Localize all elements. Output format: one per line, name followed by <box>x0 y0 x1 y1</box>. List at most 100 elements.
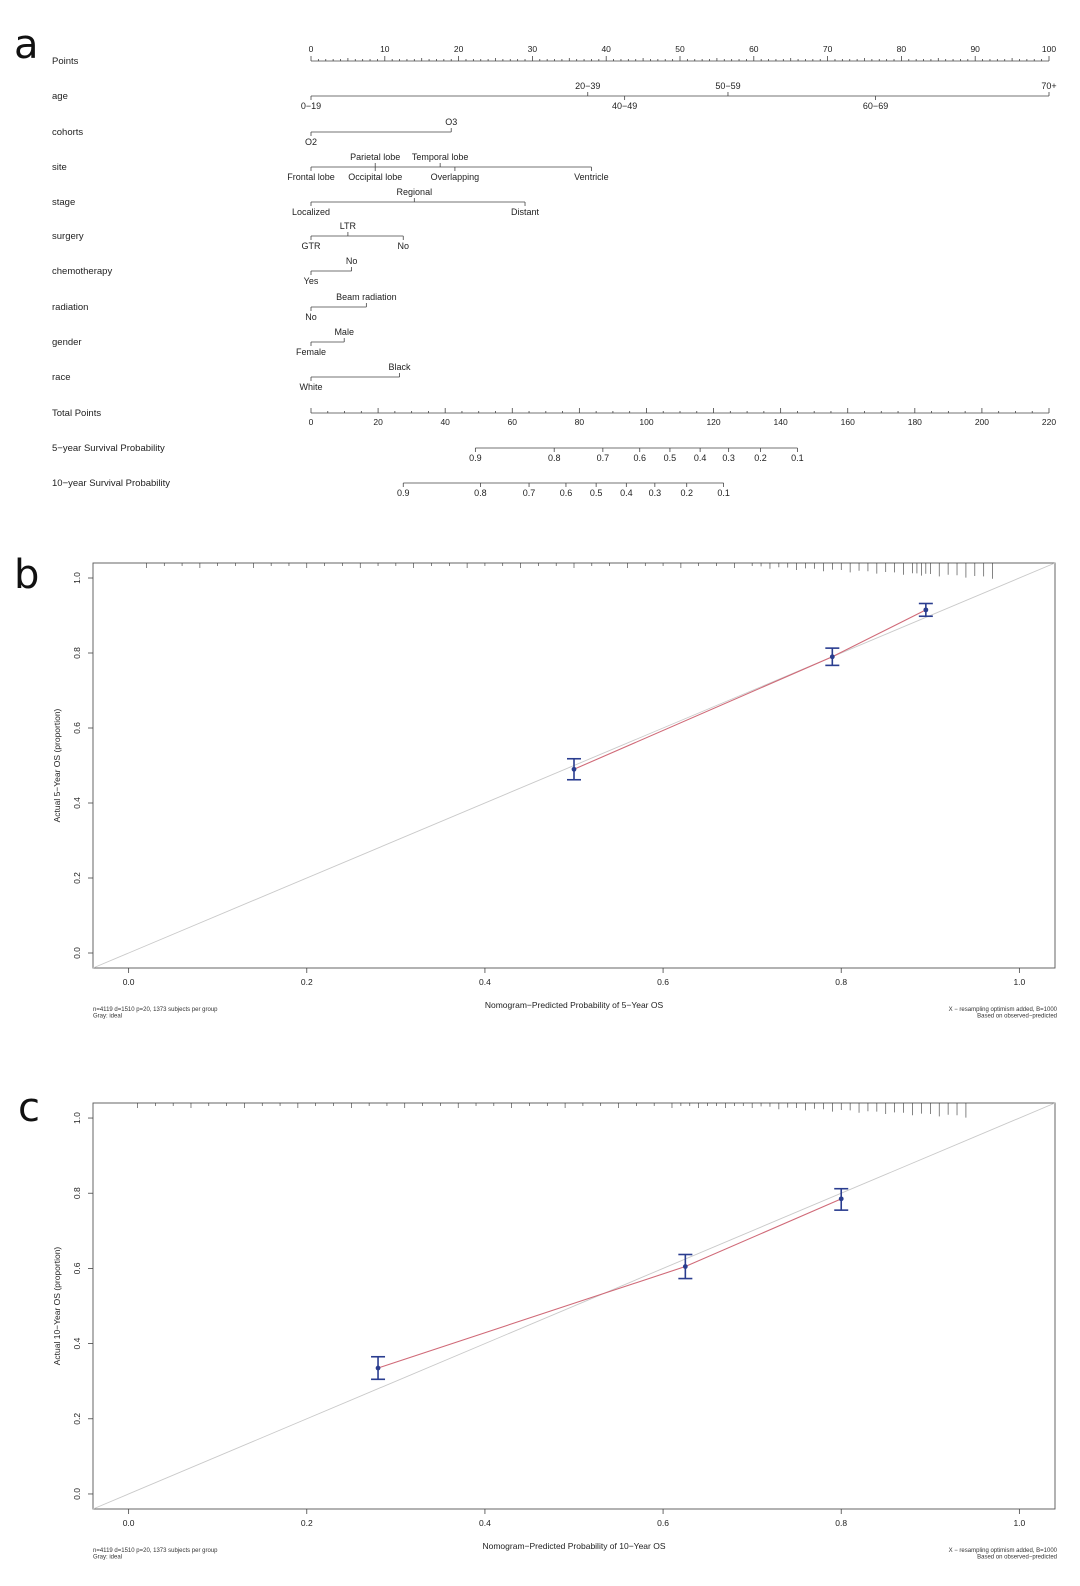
surv5-tick-label: 0.2 <box>754 453 767 463</box>
y-tick-label: 0.2 <box>72 872 82 884</box>
points-tick-label: 50 <box>675 44 685 54</box>
calibration-plot-10-year: 0.0 0.2 0.4 0.6 0.8 1.0 0.0 0.2 0.4 0.6 0.8 1.0 Nomo… <box>52 1102 1058 1561</box>
footnote-right: X − resampling optimism added, B=1000 <box>949 1548 1058 1554</box>
points-tick-label: 20 <box>454 44 464 54</box>
points-tick-label: 70 <box>823 44 833 54</box>
stage-level-label: Regional <box>397 187 433 197</box>
site-level-label: Frontal lobe <box>287 172 335 182</box>
row-label-gender: gender <box>52 337 82 348</box>
site-level-label: Temporal lobe <box>412 152 469 162</box>
x-tick-label: 0.6 <box>657 1518 669 1528</box>
y-tick-label: 0.8 <box>72 1187 82 1199</box>
surv5-tick-label: 0.7 <box>597 453 610 463</box>
total-points-tick-label: 20 <box>373 417 383 427</box>
surv5-tick-label: 0.3 <box>722 453 735 463</box>
y-tick-label: 1.0 <box>72 572 82 584</box>
site-level-label: Ventricle <box>574 172 609 182</box>
observed-point <box>829 654 835 660</box>
points-tick-label: 40 <box>601 44 611 54</box>
observed-line <box>573 609 927 770</box>
y-tick-label: 0.0 <box>72 1488 82 1500</box>
observed-point <box>375 1365 381 1371</box>
age-level-label: 60−69 <box>863 101 888 111</box>
points-tick-label: 60 <box>749 44 759 54</box>
x-tick-label: 0.2 <box>301 977 313 987</box>
surv10-tick-label: 0.9 <box>397 488 410 498</box>
row-label-cohorts: cohorts <box>52 127 83 138</box>
x-tick-label: 0.4 <box>479 1518 491 1528</box>
surv5-tick-label: 0.5 <box>664 453 677 463</box>
row-label-race: race <box>52 372 70 383</box>
x-tick-label: 0.0 <box>123 977 135 987</box>
row-label-stage: stage <box>52 197 75 208</box>
observed-point <box>682 1264 688 1269</box>
chemotherapy-level-label: No <box>346 256 358 266</box>
surv10-tick-label: 0.7 <box>523 488 536 498</box>
row-label-surv10: 10−year Survival Probability <box>52 478 170 489</box>
total-points-tick-label: 180 <box>908 417 922 427</box>
row-label-radiation: radiation <box>52 302 88 313</box>
calibration-plot-5-year: 0.0 0.2 0.4 0.6 0.8 1.0 0.0 0.2 0.4 0.6 0.8 1.0 Nomo… <box>52 562 1058 1020</box>
plot-frame <box>92 1102 1056 1510</box>
total-points-tick-label: 80 <box>575 417 585 427</box>
x-tick-label: 0.6 <box>657 977 669 987</box>
panel-label-b: b <box>14 552 39 598</box>
footnote-left: Gray: ideal <box>93 1014 122 1020</box>
surv10-tick-label: 0.6 <box>560 488 573 498</box>
x-tick-label: 1.0 <box>1013 1518 1025 1528</box>
surgery-level-label: GTR <box>302 241 321 251</box>
row-label-chemotherapy: chemotherapy <box>52 266 112 277</box>
surv5-tick-label: 0.9 <box>469 453 482 463</box>
observed-point <box>923 607 929 613</box>
points-tick-label: 30 <box>528 44 538 54</box>
total-points-tick-label: 60 <box>508 417 518 427</box>
gender-level-label: Male <box>334 327 354 337</box>
chemotherapy-level-label: Yes <box>304 276 319 286</box>
y-tick-label: 0.4 <box>72 797 82 809</box>
surv5-tick-label: 0.8 <box>548 453 561 463</box>
radiation-level-label: No <box>305 312 317 322</box>
cohorts-level-label: O3 <box>445 117 457 127</box>
total-points-tick-label: 160 <box>841 417 855 427</box>
total-points-tick-label: 40 <box>440 417 450 427</box>
cohorts-level-label: O2 <box>305 137 317 147</box>
age-level-label: 20−39 <box>575 81 600 91</box>
age-level-label: 50−59 <box>715 81 740 91</box>
points-tick-label: 100 <box>1042 44 1056 54</box>
row-label-total: Total Points <box>52 408 101 419</box>
x-tick-label: 0.8 <box>835 1518 847 1528</box>
row-label-points: Points <box>52 56 79 67</box>
total-points-tick-label: 140 <box>774 417 788 427</box>
footnote-right: Based on observed−predicted <box>977 1555 1057 1561</box>
age-level-label: 70+ <box>1041 81 1056 91</box>
total-points-tick-label: 120 <box>706 417 720 427</box>
x-tick-label: 0.4 <box>479 977 491 987</box>
race-level-label: Black <box>389 362 412 372</box>
y-tick-label: 0.2 <box>72 1413 82 1425</box>
points-tick-label: 90 <box>970 44 980 54</box>
x-axis-title: Nomogram−Predicted Probability of 5−Year… <box>485 1000 664 1010</box>
points-tick-label: 0 <box>309 44 314 54</box>
stage-level-label: Localized <box>292 207 330 217</box>
surv10-tick-label: 0.5 <box>590 488 603 498</box>
surv5-tick-label: 0.1 <box>791 453 804 463</box>
surv10-tick-label: 0.1 <box>717 488 730 498</box>
x-tick-label: 0.8 <box>835 977 847 987</box>
total-points-tick-label: 200 <box>975 417 989 427</box>
x-tick-label: 0.0 <box>123 1518 135 1528</box>
stage-level-label: Distant <box>511 207 540 217</box>
y-axis-title: Actual 5−Year OS (proportion) <box>52 708 62 822</box>
surv5-tick-label: 0.4 <box>694 453 707 463</box>
radiation-level-label: Beam radiation <box>336 292 397 302</box>
surgery-level-label: No <box>397 241 409 251</box>
footnote-left: n=4119 d=1510 p=20, 1373 subjects per gr… <box>93 1007 218 1013</box>
points-tick-label: 10 <box>380 44 390 54</box>
observed-line <box>377 1198 842 1369</box>
row-label-age: age <box>52 91 68 102</box>
observed-point <box>571 766 577 772</box>
race-level-label: White <box>299 382 322 392</box>
surv10-tick-label: 0.8 <box>474 488 487 498</box>
surv10-tick-label: 0.2 <box>680 488 693 498</box>
row-label-site: site <box>52 162 67 173</box>
